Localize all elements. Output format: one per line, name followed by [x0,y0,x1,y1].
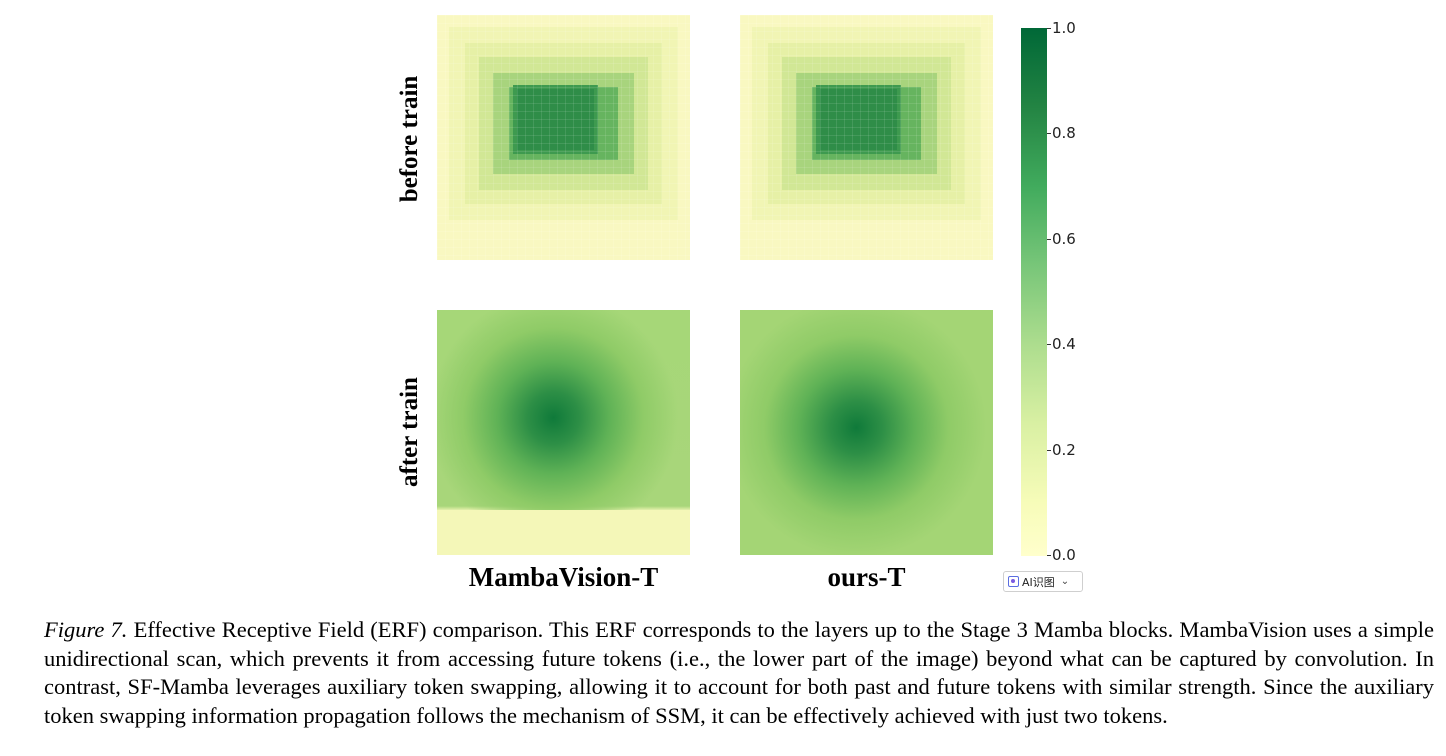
colorbar-tick-label: 0.0 [1052,546,1076,564]
column-label-mambavision: MambaVision-T [468,562,659,592]
colorbar-tick [1047,450,1051,451]
ai-widget-label: AI识图 [1022,575,1055,589]
colorbar-tick [1047,555,1051,556]
colorbar-tick-label: 0.4 [1052,335,1076,353]
colorbar-tick-label: 0.8 [1052,124,1076,142]
heatmap-ours-before-train [740,15,993,260]
figure-caption-text: Effective Receptive Field (ERF) comparis… [44,617,1434,728]
colorbar-tick [1047,133,1051,134]
ai-scan-icon [1008,576,1019,587]
row-label-before-train: before train [396,75,423,203]
colorbar-tick [1047,239,1051,240]
heatmap-mambavision-before-train [437,15,690,260]
colorbar [1021,28,1047,556]
column-label-ours: ours-T [827,562,906,592]
figure-caption-label: Figure 7. [44,617,128,642]
figure-caption: Figure 7. Effective Receptive Field (ERF… [44,616,1434,730]
colorbar-tick-label: 0.2 [1052,441,1076,459]
chevron-down-icon[interactable]: ⌄ [1060,576,1070,587]
colorbar-tick-label: 1.0 [1052,19,1076,37]
ai-image-recognition-button[interactable]: AI识图 ⌄ [1003,571,1083,592]
heatmap-ours-after-train [740,310,993,555]
colorbar-tick-label: 0.6 [1052,230,1076,248]
heatmap-mambavision-after-train [437,310,690,555]
row-label-after-train: after train [396,377,423,487]
colorbar-tick [1047,344,1051,345]
colorbar-tick [1047,28,1051,29]
